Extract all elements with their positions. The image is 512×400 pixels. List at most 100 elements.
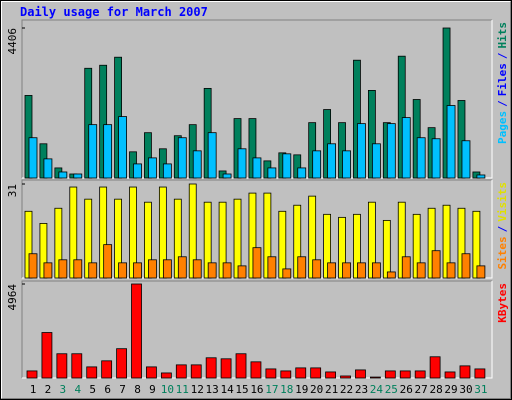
x-tick-label: 9 bbox=[149, 383, 156, 396]
bar bbox=[69, 186, 78, 279]
x-tick-label: 21 bbox=[325, 383, 338, 396]
bar bbox=[158, 186, 167, 279]
bar bbox=[442, 204, 451, 279]
bar bbox=[114, 198, 122, 279]
bar bbox=[86, 366, 98, 379]
bar bbox=[416, 137, 426, 179]
x-tick-label: 6 bbox=[104, 383, 111, 396]
legend-label: / bbox=[496, 100, 509, 107]
bar bbox=[416, 262, 426, 279]
bar bbox=[312, 259, 322, 279]
bar bbox=[56, 353, 68, 379]
bar bbox=[397, 55, 406, 179]
bar bbox=[342, 150, 351, 179]
bar bbox=[446, 262, 456, 279]
bar bbox=[148, 259, 157, 279]
bar bbox=[118, 116, 127, 179]
bar bbox=[431, 138, 441, 179]
bar bbox=[371, 262, 381, 279]
bar bbox=[278, 210, 287, 279]
bar bbox=[386, 123, 396, 179]
bar bbox=[252, 247, 262, 279]
bar bbox=[103, 244, 113, 279]
bar bbox=[338, 216, 346, 279]
x-tick-label: 17 bbox=[265, 383, 278, 396]
x-tick-label: 29 bbox=[444, 383, 457, 396]
bar bbox=[295, 367, 307, 379]
bar bbox=[133, 262, 142, 279]
x-tick-label: 5 bbox=[89, 383, 96, 396]
bar bbox=[207, 132, 217, 179]
bar bbox=[267, 167, 277, 179]
bar bbox=[323, 213, 332, 279]
bar bbox=[203, 201, 212, 279]
legend-label: Files bbox=[496, 63, 509, 96]
x-tick-label: 2 bbox=[45, 383, 52, 396]
y-tick-label: 4406 bbox=[6, 28, 19, 55]
bar bbox=[340, 375, 351, 379]
bar bbox=[222, 173, 232, 179]
bar bbox=[431, 250, 441, 279]
bar bbox=[28, 253, 38, 279]
x-tick-label: 24 bbox=[370, 383, 384, 396]
bar bbox=[41, 332, 53, 379]
bar bbox=[367, 201, 376, 279]
bar bbox=[144, 201, 152, 279]
x-tick-label: 13 bbox=[206, 383, 219, 396]
bar bbox=[280, 370, 292, 379]
x-tick-label: 4 bbox=[74, 383, 81, 396]
bar bbox=[160, 372, 172, 379]
x-tick-label: 26 bbox=[400, 383, 413, 396]
bar bbox=[282, 268, 292, 279]
bar bbox=[401, 256, 411, 279]
bar bbox=[43, 262, 53, 279]
x-tick-label: 16 bbox=[250, 383, 263, 396]
x-tick-label: 18 bbox=[280, 383, 293, 396]
x-tick-label: 31 bbox=[474, 383, 487, 396]
plot-border-dark bbox=[21, 179, 492, 278]
bar bbox=[293, 204, 302, 279]
bar bbox=[461, 253, 471, 279]
bar bbox=[293, 154, 302, 179]
bar bbox=[192, 150, 202, 179]
bar bbox=[384, 370, 396, 379]
bar bbox=[457, 100, 466, 179]
bar bbox=[144, 132, 152, 179]
legend-label: / bbox=[496, 52, 509, 59]
bar bbox=[369, 376, 381, 379]
bar bbox=[461, 140, 471, 179]
bar bbox=[175, 364, 187, 379]
bar bbox=[218, 201, 227, 279]
bar bbox=[58, 259, 68, 279]
bar bbox=[162, 163, 172, 179]
bar bbox=[173, 198, 182, 279]
bar bbox=[24, 210, 33, 279]
x-tick-label: 15 bbox=[235, 383, 248, 396]
legend-label: KBytes bbox=[496, 283, 509, 323]
bar bbox=[133, 163, 142, 179]
bar bbox=[327, 143, 337, 179]
bar bbox=[131, 283, 142, 379]
legend-label: Sites bbox=[496, 236, 509, 269]
bar bbox=[474, 368, 486, 379]
bar bbox=[457, 207, 466, 279]
bar bbox=[73, 259, 83, 279]
bar bbox=[338, 122, 346, 179]
bar bbox=[297, 256, 307, 279]
bar bbox=[308, 122, 317, 179]
bar bbox=[263, 192, 272, 279]
x-tick-label: 14 bbox=[220, 383, 234, 396]
x-tick-label: 8 bbox=[134, 383, 141, 396]
bar bbox=[250, 361, 262, 379]
bar bbox=[58, 171, 68, 179]
bar bbox=[382, 219, 391, 279]
bar bbox=[459, 365, 471, 379]
bar bbox=[248, 118, 257, 179]
bar bbox=[312, 150, 322, 179]
bar bbox=[427, 207, 436, 279]
legend-label: Pages bbox=[496, 111, 509, 144]
bar bbox=[207, 262, 217, 279]
bar bbox=[353, 213, 361, 279]
x-tick-label: 27 bbox=[415, 383, 428, 396]
